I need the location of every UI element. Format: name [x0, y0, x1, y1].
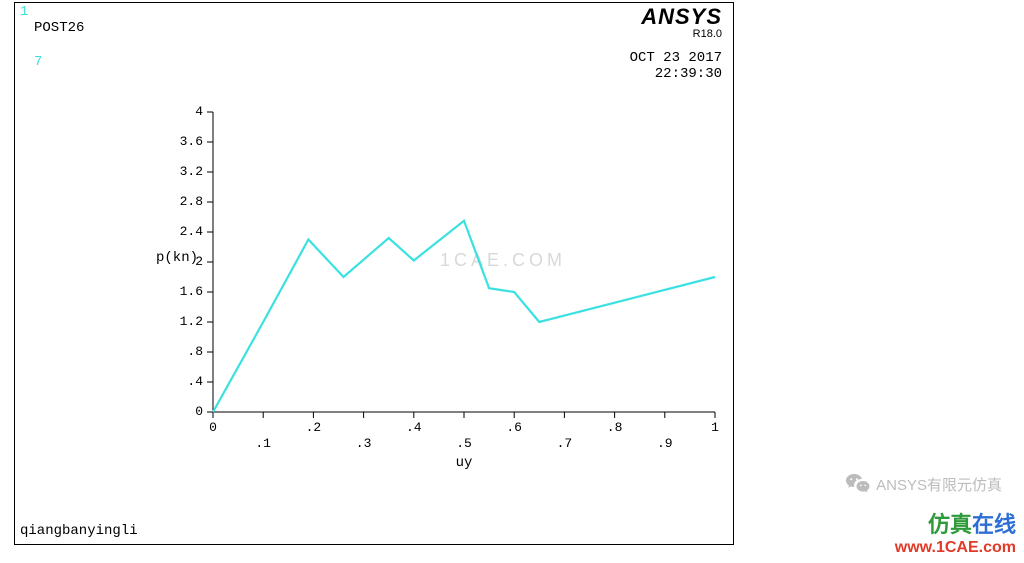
- y-tick-label: .8: [187, 344, 203, 359]
- x-tick-label: .1: [251, 436, 275, 451]
- y-tick-label: 0: [195, 404, 203, 419]
- x-tick-label: 1: [703, 420, 727, 435]
- x-tick-label: 0: [201, 420, 225, 435]
- x-tick-label: .3: [352, 436, 376, 451]
- x-tick-label: .6: [502, 420, 526, 435]
- y-tick-label: 1.2: [180, 314, 203, 329]
- x-tick-label: .4: [402, 420, 426, 435]
- y-tick-label: 3.6: [180, 134, 203, 149]
- x-tick-label: .5: [452, 436, 476, 451]
- y-tick-label: 4: [195, 104, 203, 119]
- line-chart: [0, 0, 1024, 563]
- y-tick-label: 3.2: [180, 164, 203, 179]
- y-tick-label: 2.8: [180, 194, 203, 209]
- y-tick-label: 2.4: [180, 224, 203, 239]
- y-tick-label: .4: [187, 374, 203, 389]
- y-tick-label: 1.6: [180, 284, 203, 299]
- x-tick-label: .7: [552, 436, 576, 451]
- x-tick-label: .8: [603, 420, 627, 435]
- x-tick-label: .2: [301, 420, 325, 435]
- x-tick-label: .9: [653, 436, 677, 451]
- y-tick-label: 2: [195, 254, 203, 269]
